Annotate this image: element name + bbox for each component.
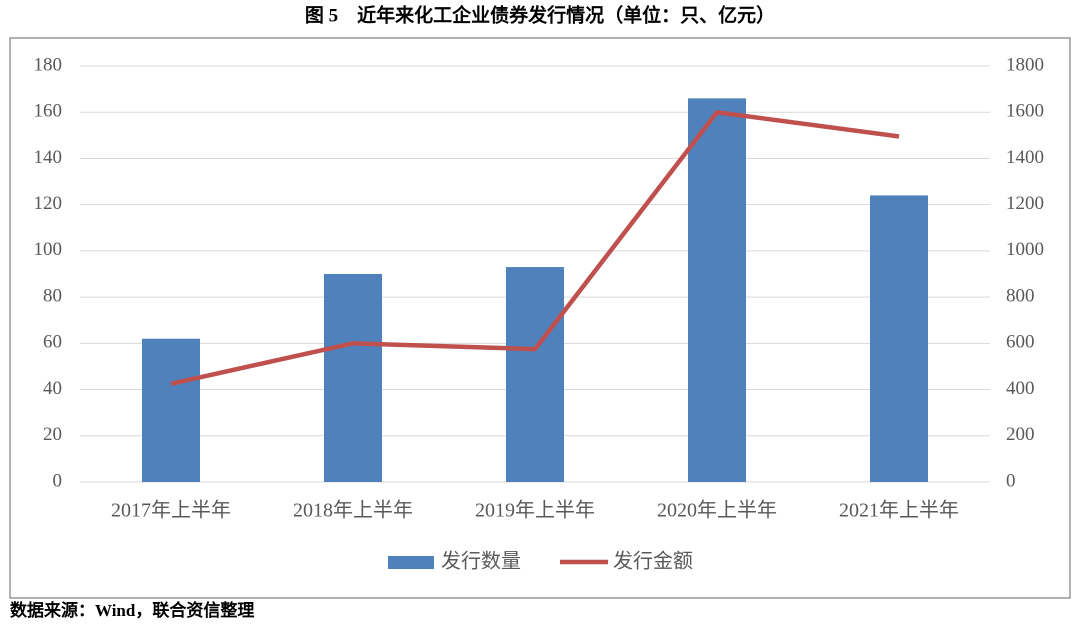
bar	[506, 267, 564, 482]
y-tick-label: 140	[34, 147, 63, 168]
source-note: 数据来源：Wind，联合资信整理	[10, 600, 254, 620]
bar	[688, 98, 746, 482]
chart-title: 图 5 近年来化工企业债券发行情况（单位：只、亿元）	[305, 3, 775, 26]
y-tick-label: 180	[34, 54, 63, 75]
bar	[142, 338, 200, 482]
x-tick-label: 2020年上半年	[657, 499, 777, 522]
y2-tick-label: 1400	[1006, 147, 1044, 168]
y-tick-label: 60	[43, 332, 62, 353]
y2-tick-label: 1000	[1006, 239, 1044, 260]
y-tick-label: 80	[43, 285, 62, 306]
y-tick-label: 120	[34, 193, 63, 214]
legend-label: 发行金额	[613, 550, 693, 573]
y-tick-label: 20	[43, 424, 62, 445]
legend-swatch	[388, 556, 434, 569]
y2-tick-label: 400	[1006, 378, 1035, 399]
y-tick-label: 0	[53, 470, 63, 491]
y2-tick-label: 1600	[1006, 101, 1044, 122]
y2-tick-label: 1200	[1006, 193, 1044, 214]
y2-tick-label: 0	[1006, 470, 1016, 491]
y2-tick-label: 200	[1006, 424, 1035, 445]
x-tick-label: 2021年上半年	[839, 499, 959, 522]
y-tick-label: 40	[43, 378, 62, 399]
bar	[870, 195, 928, 482]
y2-tick-label: 1800	[1006, 54, 1044, 75]
x-tick-label: 2019年上半年	[475, 499, 595, 522]
y-tick-label: 160	[34, 101, 63, 122]
bar	[324, 274, 382, 482]
y2-tick-label: 600	[1006, 332, 1035, 353]
x-tick-label: 2018年上半年	[293, 499, 413, 522]
x-tick-label: 2017年上半年	[111, 499, 231, 522]
line	[170, 109, 900, 386]
y-tick-label: 100	[34, 239, 63, 260]
legend-label: 发行数量	[441, 550, 521, 573]
y2-tick-label: 800	[1006, 285, 1035, 306]
